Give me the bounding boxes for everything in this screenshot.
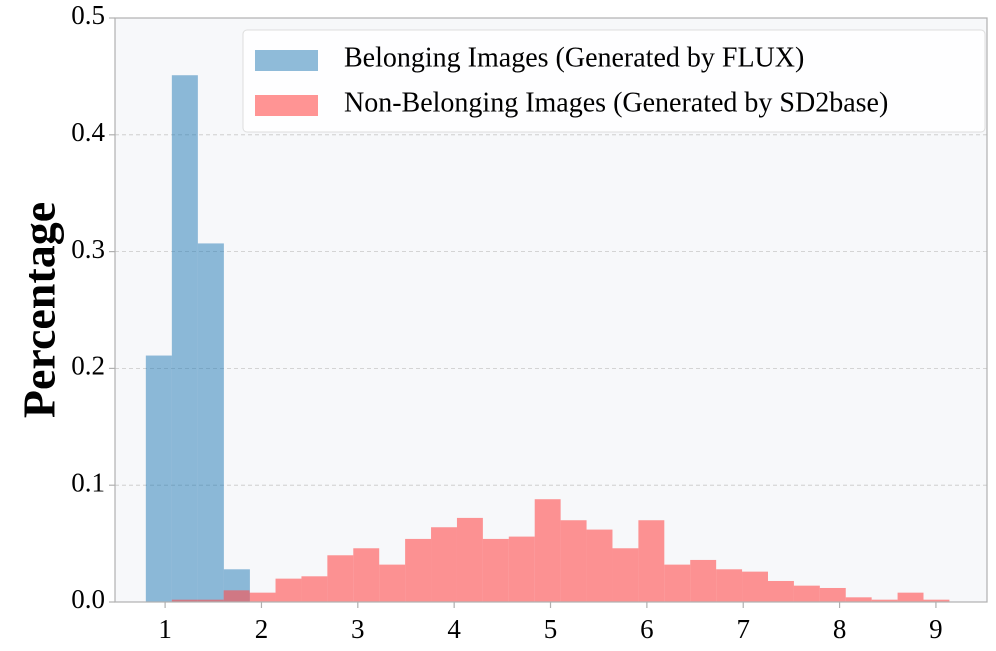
x-tick-label: 2 [255, 614, 269, 644]
hist-bar [534, 499, 561, 602]
legend-box [242, 29, 986, 133]
x-tick-label: 5 [544, 614, 558, 644]
hist-bar [301, 576, 328, 602]
hist-bar [223, 590, 250, 602]
y-tick-label: 0.5 [71, 0, 105, 30]
y-tick-label: 0.3 [71, 234, 105, 264]
x-tick-label: 7 [736, 614, 750, 644]
ticks: 0.0 0.1 0.2 0.3 0.4 0.5 1 2 3 4 5 6 7 8 9 [71, 0, 942, 644]
x-tick-label: 8 [833, 614, 847, 644]
hist-bar [612, 548, 639, 602]
legend-swatch [255, 50, 318, 71]
hist-bar [327, 555, 354, 602]
hist-bar [586, 529, 613, 602]
x-tick-label: 4 [447, 614, 461, 644]
hist-bar [897, 592, 924, 602]
legend-label: Belonging Images (Generated by FLUX) [344, 42, 804, 73]
y-tick-label: 0.1 [71, 467, 105, 497]
x-tick-label: 6 [640, 614, 654, 644]
hist-bar [664, 564, 691, 602]
hist-bar [171, 75, 198, 603]
hist-bar [197, 599, 224, 602]
hist-bar [353, 548, 380, 602]
hist-bar [716, 569, 743, 602]
hist-bar [197, 243, 224, 602]
hist-bar [145, 355, 172, 602]
hist-bar [482, 538, 509, 602]
hist-bar [793, 585, 820, 602]
hist-bar [638, 520, 665, 602]
hist-bar [742, 571, 768, 602]
legend-label: Non-Belonging Images (Generated by SD2ba… [344, 87, 888, 118]
hist-bar [819, 587, 846, 602]
legend-swatch [255, 95, 318, 116]
hist-bar [923, 599, 950, 602]
hist-bar [275, 578, 302, 602]
hist-bar [767, 580, 794, 602]
hist-bar [508, 536, 535, 602]
hist-bar [171, 599, 198, 602]
hist-bar [871, 599, 898, 602]
hist-bar [431, 527, 457, 602]
y-axis-label: Percentage [14, 202, 65, 418]
hist-bar [405, 538, 432, 602]
hist-bar [379, 564, 406, 602]
y-tick-label: 0.4 [71, 117, 105, 147]
hist-bar [456, 517, 483, 602]
legend: Belonging Images (Generated by FLUX) Non-… [242, 29, 986, 133]
hist-bar [249, 592, 276, 602]
hist-bar [560, 520, 587, 602]
y-tick-label: 0.0 [71, 584, 105, 614]
hist-bar [690, 559, 717, 602]
hist-bar [845, 597, 872, 602]
x-tick-label: 1 [158, 614, 172, 644]
x-tick-label: 3 [351, 614, 365, 644]
bars [145, 75, 950, 603]
y-tick-label: 0.2 [71, 351, 105, 381]
x-tick-label: 9 [929, 614, 943, 644]
